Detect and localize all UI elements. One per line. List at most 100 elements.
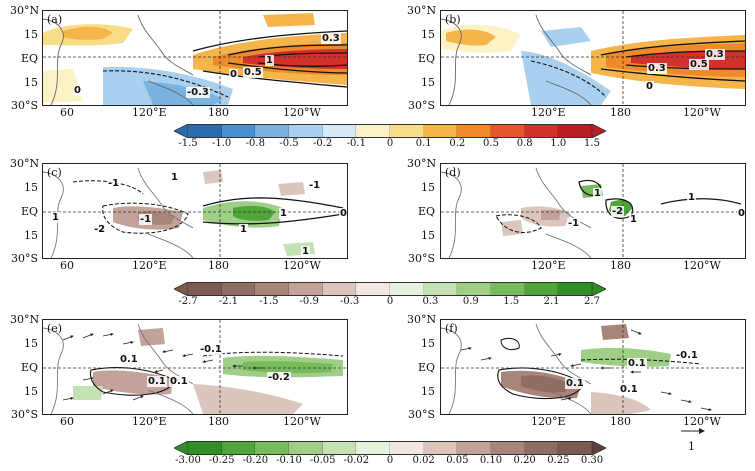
lon-label: 120°E: [531, 106, 566, 119]
contour-label: 0.1: [119, 354, 139, 365]
contour-label: 0.5: [243, 67, 263, 78]
lat-label: 30°N: [407, 4, 437, 17]
contour-label: -1: [107, 178, 121, 189]
contour-label: 0.1: [147, 376, 167, 387]
colorbar-tick-label: -1.5: [178, 138, 198, 149]
colorbar-swatch: [423, 283, 458, 295]
colorbar-tick-label: -0.1: [346, 138, 366, 149]
colorbar-swatch: [558, 442, 593, 454]
colorbar-swatch: [491, 442, 525, 454]
colorbar-swatch: [491, 125, 525, 137]
lon-label: 120°W: [283, 106, 321, 119]
lat-label: 15: [24, 181, 38, 194]
map-f: [441, 320, 745, 414]
colorbar-swatch: [255, 125, 290, 137]
lat-label: 30°N: [407, 313, 437, 326]
colorbar-tick-label: 0.8: [516, 138, 533, 149]
colorbar-tick-label: -0.2: [313, 138, 333, 149]
colorbar-tick-label: -0.02: [343, 455, 370, 466]
colorbar-tick-label: 0.2: [449, 138, 466, 149]
colorbar-swatch: [289, 125, 323, 137]
colorbar-swatch: [221, 283, 256, 295]
contour-label: 0.3: [705, 49, 725, 60]
lat-label: EQ: [417, 205, 435, 218]
lon-label: 120°E: [531, 259, 566, 272]
lat-label: 15: [421, 28, 435, 41]
contour-label: 0.3: [321, 33, 341, 44]
colorbar-swatch: [188, 283, 222, 295]
colorbar-tick-label: -1.5: [259, 296, 279, 307]
lat-label: 15: [24, 76, 38, 89]
colorbar-tick-label: -2.1: [218, 296, 239, 307]
colorbar-swatch: [423, 125, 458, 137]
panel-tag: (c): [47, 166, 62, 179]
contour-label: 0: [645, 81, 654, 92]
contour-label: -0.1: [199, 344, 223, 355]
colorbar-tick-label: 0.25: [547, 455, 570, 466]
colorbar-tick-label: 0.20: [513, 455, 536, 466]
lat-label: 30°N: [10, 313, 40, 326]
colorbar-tick-label: 0: [386, 296, 394, 307]
lon-label: 180: [610, 106, 631, 119]
lat-label: 15: [421, 229, 435, 242]
contour-label: 0.1: [619, 384, 639, 395]
colorbar-swatch: [289, 283, 323, 295]
colorbar-right-arrow: [592, 282, 606, 296]
contour-label: 0.3: [647, 63, 667, 74]
colorbar-swatch: [255, 442, 290, 454]
colorbar-swatch: [423, 442, 458, 454]
colorbar-swatch: [322, 125, 357, 137]
colorbar-swatch: [188, 442, 222, 454]
colorbar-swatch: [322, 442, 357, 454]
map-b: [441, 11, 745, 105]
lat-label: 30°S: [10, 99, 38, 112]
panel-b: (b) 0.3 0.5 0.3 0: [440, 10, 746, 106]
wind-vectors: [460, 329, 712, 412]
contour-label: 1: [301, 246, 310, 257]
contour-label: -0.1: [675, 350, 699, 361]
colorbar-swatch: [255, 283, 290, 295]
lat-label: 30°S: [407, 252, 435, 265]
colorbar-tick-label: 0.30: [580, 455, 604, 466]
colorbar-swatch: [491, 283, 525, 295]
lat-label: 30°S: [10, 408, 38, 421]
lon-label: 180: [208, 259, 229, 272]
lat-label: 15: [24, 385, 38, 398]
contour-label: -0.3: [186, 87, 210, 98]
panel-tag: (e): [47, 322, 63, 335]
contour-label: 0: [737, 208, 745, 219]
colorbar-tick-label: 0.1: [415, 138, 432, 149]
contour-label: 1: [687, 192, 696, 203]
colorbar-2-strip: [188, 282, 593, 296]
colorbar-swatch: [356, 283, 391, 295]
lat-label: 30°S: [10, 252, 38, 265]
lon-label: 120°E: [531, 415, 566, 428]
colorbar-tick-label: 0.5: [483, 138, 499, 149]
lon-label: 120°W: [683, 415, 721, 428]
lat-label: EQ: [20, 361, 38, 374]
panel-e: (e) -0.1 0.1 0.1 0.1 -0.2: [42, 319, 348, 415]
lon-label: 120°W: [683, 106, 721, 119]
contour-label: 0: [73, 85, 82, 96]
panel-c: (c) -1 1 -1 1 -2 -1 1 1 0 1: [42, 163, 348, 259]
contour-label: 1: [51, 212, 60, 223]
lat-label: 15: [24, 337, 38, 350]
contour-label: 1: [170, 172, 179, 183]
colorbar-tick-label: 0.02: [412, 455, 435, 466]
contour-label: 0.1: [169, 376, 189, 387]
colorbar-tick-label: 1.5: [584, 138, 600, 149]
contour-label: 1: [239, 224, 248, 235]
lon-label: 60: [60, 259, 74, 272]
lat-label: EQ: [417, 52, 435, 65]
map-c: [43, 164, 347, 258]
lon-label: 180: [610, 415, 631, 428]
contour-label: 0.1: [627, 358, 647, 369]
lat-label: 30°S: [407, 99, 435, 112]
colorbar-swatch: [390, 283, 424, 295]
contour-label: 1: [265, 55, 274, 66]
lon-label: 120°W: [283, 259, 321, 272]
colorbar-tick-label: 0.10: [479, 455, 503, 466]
lat-label: 30°N: [10, 157, 40, 170]
colorbar-tick-label: -1.0: [212, 138, 232, 149]
colorbar-swatch: [221, 125, 256, 137]
